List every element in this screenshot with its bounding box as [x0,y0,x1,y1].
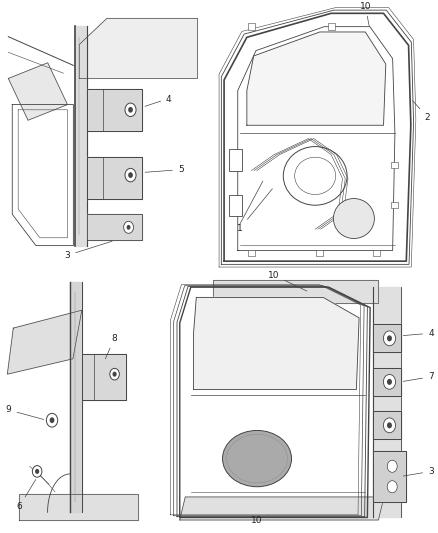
Circle shape [387,460,397,472]
Circle shape [46,413,58,427]
Text: 4: 4 [145,95,172,106]
Polygon shape [373,451,406,502]
Polygon shape [373,411,400,439]
Text: 10: 10 [251,515,268,525]
Bar [248,23,255,30]
Bar [328,23,335,30]
Circle shape [125,168,136,182]
Bar [392,202,398,208]
Text: 1: 1 [237,189,272,233]
Polygon shape [70,282,82,512]
Circle shape [383,331,396,346]
Circle shape [124,221,134,233]
Polygon shape [87,214,142,240]
Text: 10: 10 [268,271,307,291]
Ellipse shape [333,199,374,239]
Text: 6: 6 [16,480,36,511]
Text: 2: 2 [413,101,430,122]
Bar [248,250,255,256]
Text: 10: 10 [360,2,371,27]
Bar [392,162,398,168]
Polygon shape [79,19,198,78]
Polygon shape [75,26,87,246]
Circle shape [113,372,117,377]
Polygon shape [82,354,127,400]
Circle shape [35,469,39,474]
Polygon shape [194,297,359,390]
Bar [373,250,380,256]
Polygon shape [8,63,67,120]
Text: 3: 3 [403,467,434,476]
Circle shape [125,103,136,117]
Circle shape [387,422,392,429]
Polygon shape [87,157,142,199]
Circle shape [49,417,54,423]
Circle shape [387,481,397,493]
Polygon shape [213,279,378,303]
Circle shape [110,368,119,380]
Text: 7: 7 [403,372,434,382]
Text: 4: 4 [403,329,434,338]
Text: 3: 3 [64,241,112,260]
Circle shape [383,418,396,433]
Polygon shape [19,495,138,520]
Polygon shape [87,89,142,131]
Text: 8: 8 [105,334,117,359]
Bar [229,195,242,216]
Circle shape [128,172,133,178]
Text: 9: 9 [6,406,44,419]
Polygon shape [7,310,82,374]
Polygon shape [373,324,400,352]
Circle shape [128,107,133,112]
Circle shape [383,375,396,389]
Bar [229,149,242,171]
Bar [316,250,323,256]
Polygon shape [373,287,400,518]
Text: 5: 5 [145,165,184,174]
Circle shape [387,379,392,385]
Ellipse shape [223,431,292,487]
Circle shape [127,225,131,230]
Polygon shape [373,368,400,396]
Polygon shape [247,32,386,125]
Circle shape [387,335,392,341]
Circle shape [32,466,42,477]
Polygon shape [180,497,384,520]
